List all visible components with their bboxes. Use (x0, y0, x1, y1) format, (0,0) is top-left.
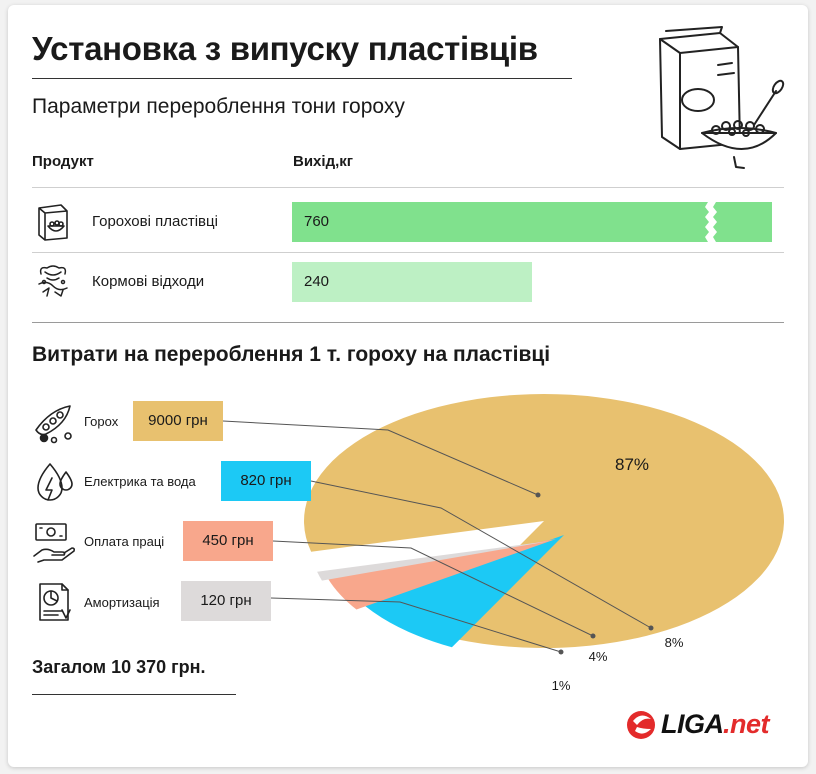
cereal-box-bowl-icon (659, 26, 785, 169)
animal-feed-icon (38, 265, 68, 297)
column-header-product: Продукт (32, 153, 94, 170)
electricity-water-icon (37, 463, 73, 501)
brand-logo: LIGA .net (625, 707, 790, 743)
brand-suffix: .net (723, 709, 770, 739)
depreciation-document-icon (39, 583, 71, 621)
page-subtitle: Параметри перероблення тони гороху (32, 95, 405, 118)
cost-value-wages: 450 грн (183, 521, 273, 561)
salary-hand-icon (33, 523, 76, 563)
output-value-waste: 240 (304, 273, 330, 290)
product-label-flakes: Горохові пластівці (92, 213, 218, 230)
liga-logo-icon (627, 711, 655, 739)
cost-value-utilities: 820 грн (221, 461, 311, 501)
total-cost: Загалом 10 370 грн. (32, 657, 206, 677)
pea-pod-icon (35, 405, 72, 444)
cost-value-peas: 9000 грн (133, 401, 223, 441)
cost-label-wages: Оплата праці (84, 534, 165, 549)
axis-break-mark (705, 202, 717, 242)
table-divider (32, 187, 784, 188)
output-value-flakes: 760 (304, 213, 330, 230)
cost-label-utilities: Електрика та вода (84, 474, 196, 489)
section-divider (32, 322, 784, 323)
cost-label-depreciation: Амортизація (84, 595, 160, 610)
cost-value-depreciation: 120 грн (181, 581, 271, 621)
product-label-waste: Кормові відходи (92, 273, 205, 290)
table-divider (32, 252, 784, 253)
column-header-output: Вихід,кг (293, 153, 354, 170)
costs-title: Витрати на перероблення 1 т. гороху на п… (32, 343, 551, 366)
output-bar-flakes: 760 (292, 202, 772, 242)
brand-name: LIGA (661, 709, 724, 739)
total-underline (32, 694, 236, 695)
cereal-box-icon (38, 204, 68, 241)
cost-label-peas: Горох (84, 414, 119, 429)
title-divider (32, 78, 572, 79)
output-bar-waste: 240 (292, 262, 532, 302)
page-title: Установка з випуску пластівців (32, 30, 538, 67)
